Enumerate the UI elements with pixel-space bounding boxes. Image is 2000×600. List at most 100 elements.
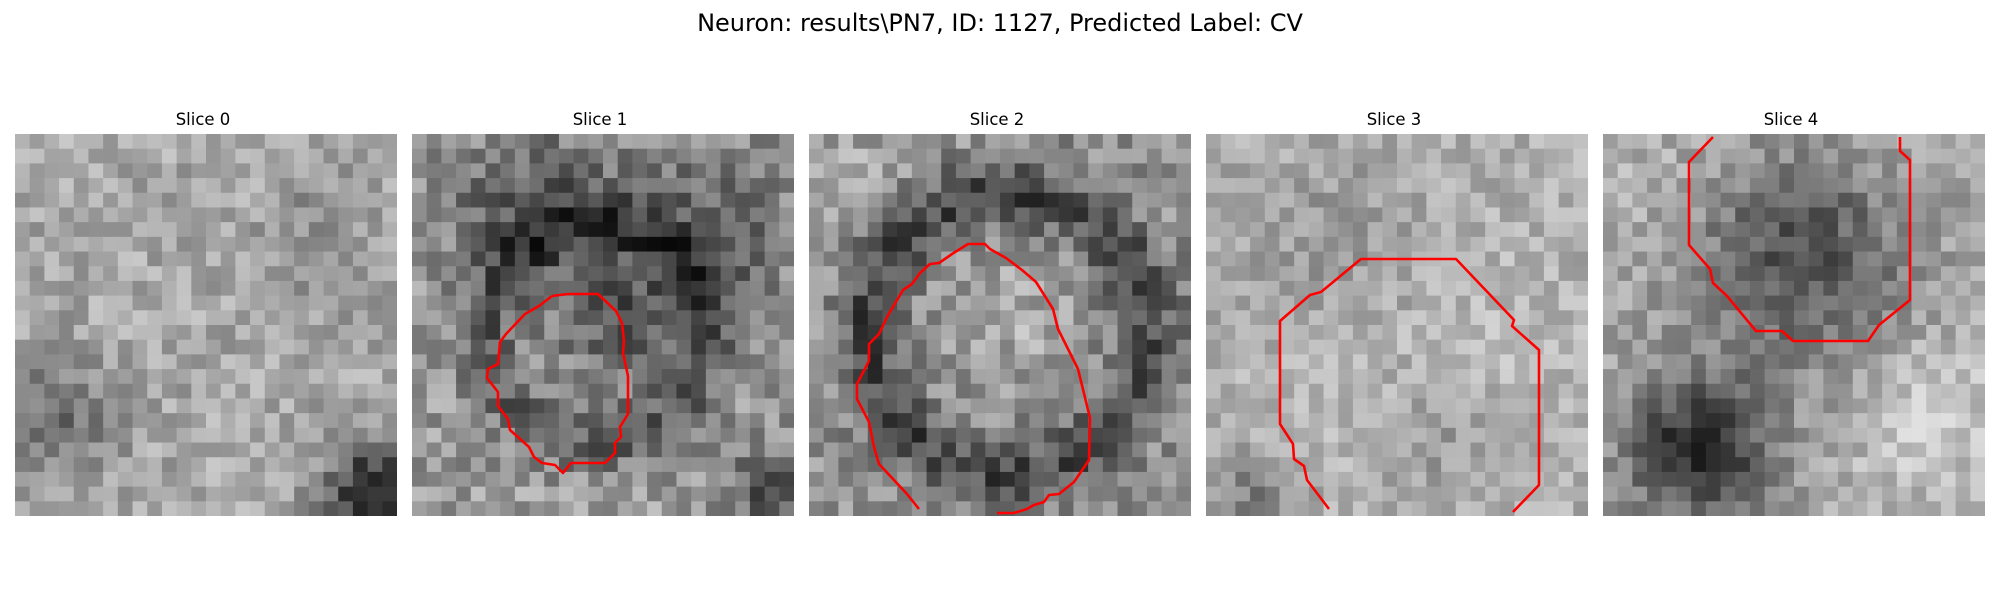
pixel-cell [558,427,575,444]
pixel-cell [279,398,295,414]
pixel-cell [250,457,266,473]
pixel-cell [1661,207,1678,223]
pixel-cell [382,134,397,150]
pixel-cell [176,251,192,267]
pixel-cell [500,486,516,502]
pixel-cell [985,251,1001,267]
pixel-cell [59,501,75,516]
pixel-cell [1308,134,1325,150]
slice-image-4 [1603,134,1985,516]
pixel-cell [1044,339,1060,355]
pixel-cell [1323,413,1339,429]
pixel-cell [426,236,442,253]
pixel-cell [323,501,339,516]
pixel-cell [1470,222,1486,238]
pixel-cell [1014,398,1030,414]
pixel-cell [1029,442,1045,458]
pixel-cell [1485,398,1501,414]
pixel-cell [323,369,339,385]
pixel-cell [1661,192,1678,209]
pixel-cell [338,339,354,355]
pixel-cell [823,427,839,444]
pixel-cell [235,163,251,179]
pixel-cell [749,471,766,488]
pixel-cell [1940,471,1957,488]
pixel-cell [691,148,707,164]
pixel-cell [470,383,487,400]
pixel-cell [764,266,780,282]
pixel-cell [235,295,251,311]
pixel-cell [1514,163,1530,179]
pixel-cell [382,266,397,282]
pixel-cell [235,339,251,355]
pixel-cell [1647,398,1663,414]
pixel-cell [117,398,134,414]
pixel-cell [1661,471,1678,488]
pixel-cell [1250,501,1266,516]
pixel-cell [176,222,192,238]
pixel-cell [970,310,986,326]
pixel-cell [1720,413,1736,429]
pixel-cell [558,354,575,370]
pixel-cell [191,222,207,238]
pixel-cell [705,471,722,488]
pixel-cell [323,192,339,209]
pixel-cell [955,471,972,488]
pixel-cell [412,369,428,385]
pixel-cell [1661,486,1678,502]
pixel-cell [352,295,369,311]
pixel-cell [1514,413,1530,429]
pixel-cell [1367,398,1383,414]
pixel-cell [529,413,545,429]
pixel-cell [1838,339,1854,355]
pixel-cell [206,383,222,400]
pixel-cell [1603,148,1619,164]
pixel-cell [1102,310,1119,326]
pixel-cell [1543,398,1560,414]
pixel-cell [1397,413,1413,429]
pixel-cell [1176,310,1191,326]
pixel-cell [1911,486,1927,502]
pixel-cell [352,442,369,458]
pixel-cell [367,207,383,223]
pixel-cell [970,222,986,238]
pixel-cell [617,266,633,282]
pixel-cell [1367,192,1383,209]
pixel-cell [1382,369,1398,385]
pixel-cell [323,236,339,253]
pixel-cell [1220,236,1236,253]
pixel-cell [1603,222,1619,238]
pixel-cell [117,413,134,429]
pixel-cell [897,295,913,311]
pixel-cell [103,369,119,385]
pixel-cell [1499,295,1516,311]
pixel-cell [1764,413,1780,429]
pixel-cell [1499,134,1516,150]
pixel-cell [1749,163,1766,179]
pixel-cell [544,442,560,458]
pixel-cell [735,280,751,297]
pixel-cell [1426,486,1442,502]
pixel-cell [44,354,60,370]
pixel-cell [1617,501,1633,516]
pixel-cell [441,471,457,488]
pixel-cell [603,178,619,194]
pixel-cell [338,295,354,311]
pixel-cell [1838,457,1854,473]
pixel-cell [1647,369,1663,385]
pixel-cell [603,354,619,370]
pixel-cell [1264,427,1281,444]
pixel-cell [1117,148,1133,164]
pixel-cell [1691,413,1707,429]
pixel-cell [1543,339,1560,355]
pixel-cell [1220,192,1236,209]
pixel-cell [1426,427,1442,444]
pixel-cell [1426,266,1442,282]
pixel-cell [970,325,986,341]
pixel-cell [1970,427,1985,444]
pixel-cell [367,471,383,488]
pixel-cell [1441,236,1457,253]
pixel-cell [558,486,575,502]
pixel-cell [838,427,854,444]
pixel-cell [1632,339,1648,355]
